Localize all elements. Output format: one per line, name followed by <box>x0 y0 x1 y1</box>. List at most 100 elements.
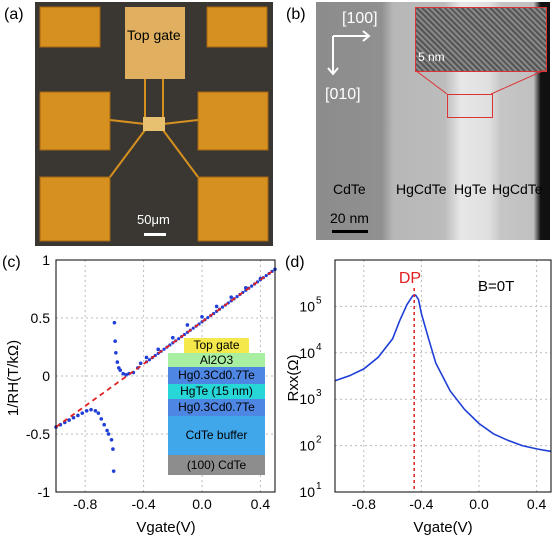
c-data-point <box>71 415 76 420</box>
stack-hgcdte-top: Hg0.3Cd0.7Te <box>168 367 265 384</box>
c-data-point <box>171 335 175 340</box>
panel-b-label: (b) <box>286 6 306 23</box>
c-data-point <box>177 337 181 341</box>
c-data-point <box>200 315 204 319</box>
d-ytick-exponent: 3 <box>316 388 322 399</box>
c-data-point <box>93 409 98 413</box>
c-data-point <box>80 411 85 415</box>
c-data-point <box>96 411 101 415</box>
d-ylabel: Rxx(Ω) <box>285 354 302 401</box>
c-data-point <box>264 273 268 278</box>
c-data-point <box>105 428 109 433</box>
c-data-point <box>113 339 117 343</box>
d-ytick-label: 10 <box>299 484 315 500</box>
c-data-point <box>229 295 233 299</box>
d-ytick-label: 10 <box>299 298 315 314</box>
direction-010-label: [010] <box>325 86 361 103</box>
c-data-point <box>214 304 219 309</box>
top-gate-label: Top gate <box>127 27 181 43</box>
layer-label-hgcdte-right: HgCdTe <box>492 181 543 197</box>
c-data-point <box>111 469 116 473</box>
d-xtick-label: -0.8 <box>352 496 376 512</box>
tem-inset <box>415 7 547 72</box>
c-data-point <box>112 320 117 325</box>
stack-hgte: HgTe (15 nm) <box>168 384 265 399</box>
c-ylabel: 1/RH(T/kΩ) <box>5 340 22 416</box>
scale-bar-b <box>332 230 368 233</box>
layer-stack: Top gate Al2O3 Hg0.3Cd0.7Te HgTe (15 nm)… <box>168 338 265 475</box>
c-data-point <box>115 360 120 364</box>
c-data-point <box>185 323 190 327</box>
c-xlabel: Vgate(V) <box>136 519 195 536</box>
c-data-point <box>138 361 143 366</box>
c-data-point <box>99 417 104 421</box>
axis-arrows-icon <box>327 30 371 76</box>
c-data-point <box>147 358 152 362</box>
d-xlabel: Vgate(V) <box>413 519 472 536</box>
d-series-line <box>334 294 552 453</box>
c-ytick-label: 1 <box>42 252 50 268</box>
scale-bar-a <box>144 233 166 236</box>
inset-connector <box>415 70 545 95</box>
c-xtick-label: 0.0 <box>192 496 212 512</box>
c-ytick-label: 0 <box>42 368 50 384</box>
panel-d: (d) -0.8 -0.4 0.0 0.4 10 5 10 4 10 3 10 2 10 1 Rxx(Ω)… <box>280 250 553 541</box>
stack-hgcdte-bottom: Hg0.3Cd0.7Te <box>168 399 265 416</box>
d-ytick-exponent: 1 <box>316 481 322 492</box>
stack-top-gate: Top gate <box>184 338 249 353</box>
c-xtick-label: -0.8 <box>73 496 97 512</box>
dp-label: DP <box>399 270 421 287</box>
c-data-point <box>144 355 149 360</box>
micrograph-image <box>35 2 273 246</box>
c-data-point <box>162 347 166 351</box>
c-data-point <box>235 295 239 299</box>
c-data-point <box>89 407 93 412</box>
c-data-point <box>84 409 89 413</box>
d-ytick-label: 10 <box>299 345 315 361</box>
scale-bar-a-text: 50μm <box>137 212 170 227</box>
c-ytick-label: 0.5 <box>31 310 51 326</box>
c-data-point <box>250 284 254 288</box>
c-data-point <box>121 371 125 376</box>
d-ytick-label: 10 <box>299 391 315 407</box>
c-data-point <box>114 351 118 355</box>
chart-c-svg: -0.8 -0.4 0.0 0.4 1 0.5 0 -0.5 -1 1/RH(T/kΩ) Vga… <box>5 252 277 536</box>
scale-bar-b-text: 20 nm <box>330 210 369 226</box>
c-data-point <box>109 438 114 442</box>
inset-zoom-box <box>447 94 493 118</box>
d-ytick-exponent: 4 <box>316 342 322 353</box>
c-data-point <box>156 347 160 352</box>
panel-c-label: (c) <box>2 254 21 271</box>
panel-d-label: (d) <box>285 254 305 271</box>
panel-c: (c) -0.8 -0.4 0.0 0.4 1 0.5 0 -0.5 -1 1/RH(T/kΩ)… <box>0 250 278 541</box>
c-xtick-label: 0.4 <box>251 496 271 512</box>
c-data-point <box>106 432 111 436</box>
d-xtick-label: 0.4 <box>527 496 547 512</box>
layer-label-cdte: CdTe <box>333 181 366 197</box>
panel-b: (b) [100] [010] 5 nm CdTe HgCdTe HgTe Hg… <box>280 0 553 248</box>
layer-label-hgte: HgTe <box>454 181 487 197</box>
c-data-point <box>191 326 195 330</box>
stack-al2o3: Al2O3 <box>168 353 265 367</box>
c-data-point <box>76 413 80 418</box>
c-data-point <box>102 422 106 427</box>
c-data-point <box>67 418 71 422</box>
c-data-point <box>111 447 115 451</box>
d-ytick-exponent: 2 <box>316 435 322 446</box>
panel-a: (a) Top gate 50μm <box>0 0 275 248</box>
stack-cdte-substrate: (100) CdTe <box>168 455 265 475</box>
stack-cdte-buffer: CdTe buffer <box>168 416 265 455</box>
inset-scale-text: 5 nm <box>418 50 445 64</box>
d-ytick-exponent: 5 <box>316 295 322 306</box>
d-xtick-label: 0.0 <box>469 496 489 512</box>
c-data-point <box>206 316 210 320</box>
layer-label-hgcdte-left: HgCdTe <box>396 181 447 197</box>
c-ytick-label: -0.5 <box>26 426 50 442</box>
direction-100-label: [100] <box>342 10 378 27</box>
field-label: B=0T <box>478 278 514 295</box>
c-ytick-label: -1 <box>38 484 51 500</box>
d-ytick-label: 10 <box>299 438 315 454</box>
d-xtick-label: -0.4 <box>409 496 433 512</box>
c-data-point <box>124 373 128 377</box>
